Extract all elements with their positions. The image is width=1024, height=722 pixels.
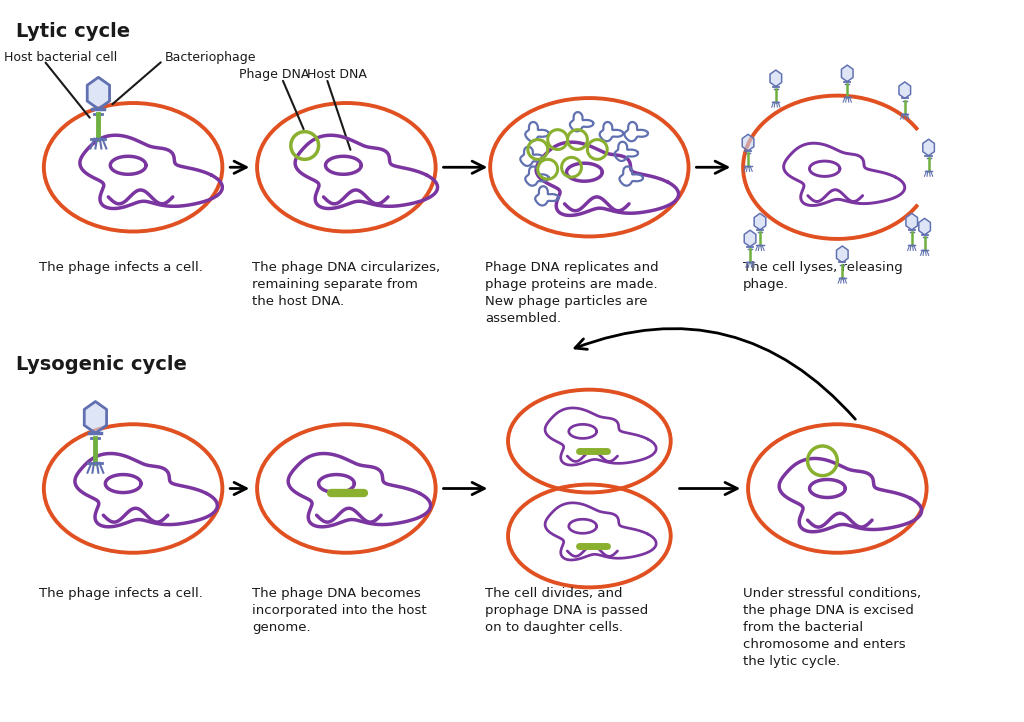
Polygon shape	[923, 139, 934, 156]
Polygon shape	[842, 65, 853, 82]
FancyArrowPatch shape	[575, 329, 855, 419]
Polygon shape	[754, 214, 766, 230]
Polygon shape	[837, 246, 848, 263]
Text: The cell lyses, releasing
phage.: The cell lyses, releasing phage.	[743, 261, 903, 291]
Text: The cell divides, and
prophage DNA is passed
on to daughter cells.: The cell divides, and prophage DNA is pa…	[485, 588, 648, 635]
Text: Lytic cycle: Lytic cycle	[16, 22, 130, 41]
Text: Host DNA: Host DNA	[306, 69, 367, 82]
Text: The phage infects a cell.: The phage infects a cell.	[39, 588, 203, 601]
Polygon shape	[744, 230, 756, 247]
Text: The phage DNA circularizes,
remaining separate from
the host DNA.: The phage DNA circularizes, remaining se…	[252, 261, 440, 308]
Text: The phage DNA becomes
incorporated into the host
genome.: The phage DNA becomes incorporated into …	[252, 588, 427, 635]
Polygon shape	[906, 214, 918, 230]
Polygon shape	[899, 82, 910, 98]
Polygon shape	[84, 401, 106, 433]
Text: Lysogenic cycle: Lysogenic cycle	[16, 355, 187, 374]
Text: Phage DNA replicates and
phage proteins are made.
New phage particles are
assemb: Phage DNA replicates and phage proteins …	[485, 261, 658, 325]
Text: Phage DNA: Phage DNA	[240, 69, 309, 82]
Text: Under stressful conditions,
the phage DNA is excised
from the bacterial
chromoso: Under stressful conditions, the phage DN…	[743, 588, 922, 669]
Text: Host bacterial cell: Host bacterial cell	[4, 51, 118, 64]
Polygon shape	[919, 218, 931, 235]
Text: Bacteriophage: Bacteriophage	[165, 51, 256, 64]
Polygon shape	[87, 77, 110, 109]
Polygon shape	[742, 134, 754, 151]
Text: The phage infects a cell.: The phage infects a cell.	[39, 261, 203, 274]
Polygon shape	[770, 70, 781, 87]
